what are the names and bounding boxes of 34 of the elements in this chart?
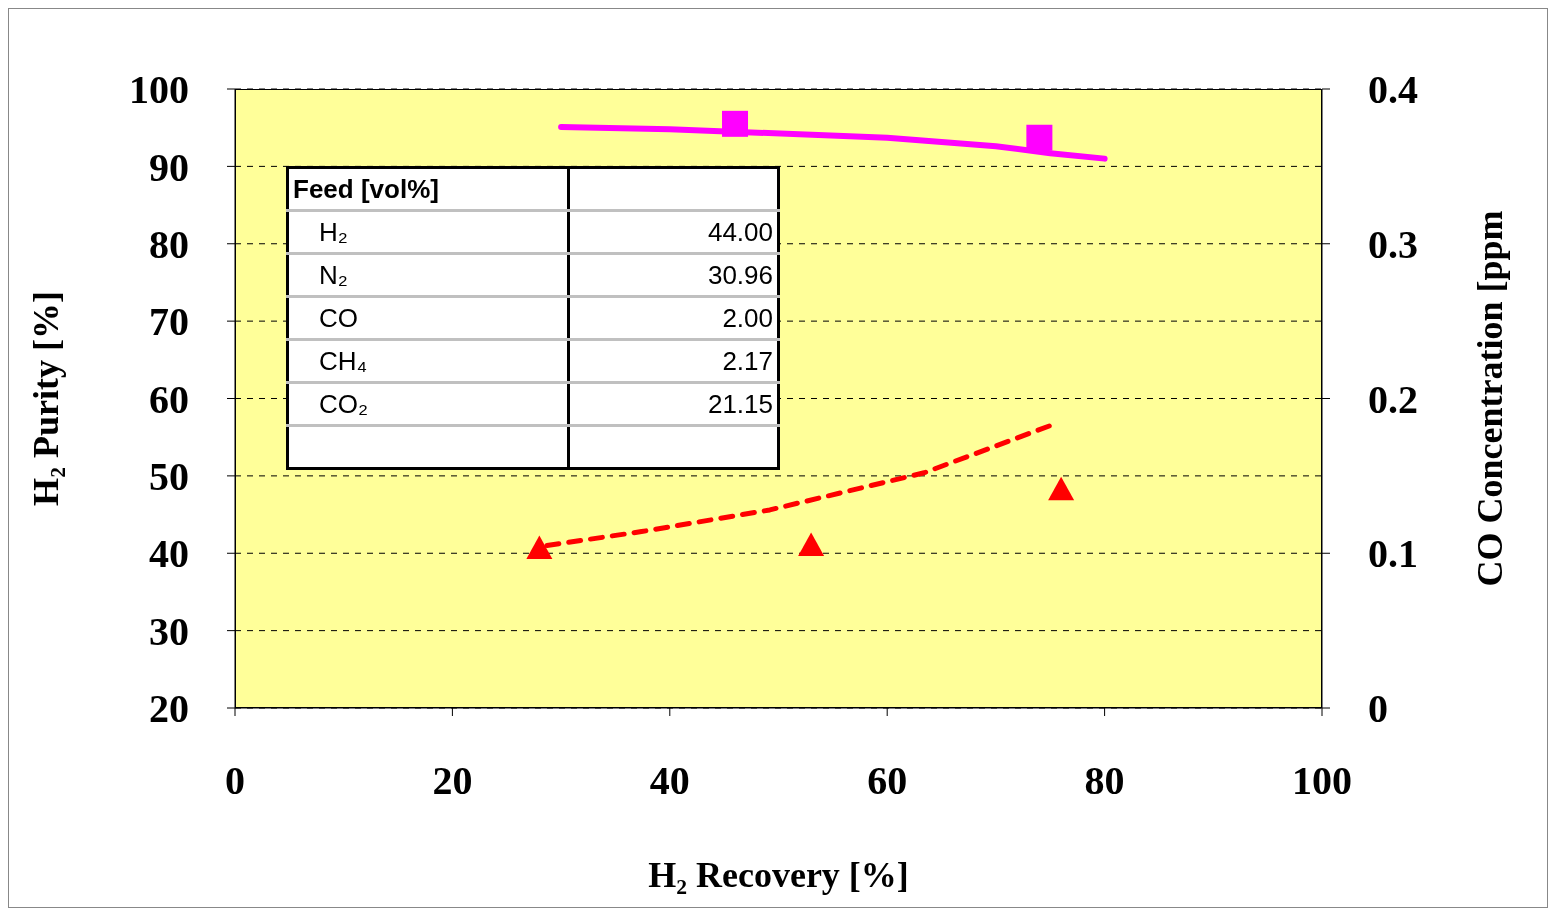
y2-tick-label: 0	[1368, 686, 1388, 732]
x-axis-title: H₂ Recovery [%]	[648, 855, 909, 895]
annotation: H₂	[287, 210, 569, 254]
y-tick-label: 100	[129, 67, 189, 113]
y-tick-label: 30	[149, 608, 189, 654]
y-tick-label: 70	[149, 299, 189, 345]
y2-axis-title: CO Concentration [ppm	[1469, 210, 1510, 587]
x-tick-label: 20	[432, 758, 473, 804]
annotation: CH₄	[287, 339, 569, 383]
annotation: 30.96	[568, 253, 779, 297]
annotation: 21.15	[568, 382, 779, 426]
y2-tick-label: 0.1	[1368, 531, 1418, 577]
y-tick-label: 20	[149, 686, 189, 732]
y-tick-label: 60	[149, 376, 189, 422]
annotation: 2.00	[568, 296, 779, 340]
x-tick-label: 60	[867, 758, 908, 804]
annotation: CO	[287, 296, 569, 340]
x-tick-label: 0	[225, 758, 245, 804]
y-tick-label: 40	[149, 531, 189, 577]
y2-tick-label: 0.3	[1368, 221, 1418, 267]
y2-tick-label: 0.4	[1368, 67, 1418, 113]
annotation: 44.00	[568, 210, 779, 254]
annotation: 2.17	[568, 339, 779, 383]
y2-tick-label: 0.2	[1368, 376, 1418, 422]
x-tick-label: 80	[1084, 758, 1125, 804]
y-tick-label: 90	[149, 144, 189, 190]
y-tick-label: 80	[149, 221, 189, 267]
x-tick-label: 100	[1292, 758, 1352, 804]
y-tick-label: 50	[149, 454, 189, 500]
annotation: N₂	[287, 253, 569, 297]
annotation: Feed [vol%]	[287, 167, 569, 211]
annotation: CO₂	[287, 382, 569, 426]
y-axis-title: H₂ Purity [%]	[25, 291, 66, 506]
x-tick-label: 40	[649, 758, 690, 804]
